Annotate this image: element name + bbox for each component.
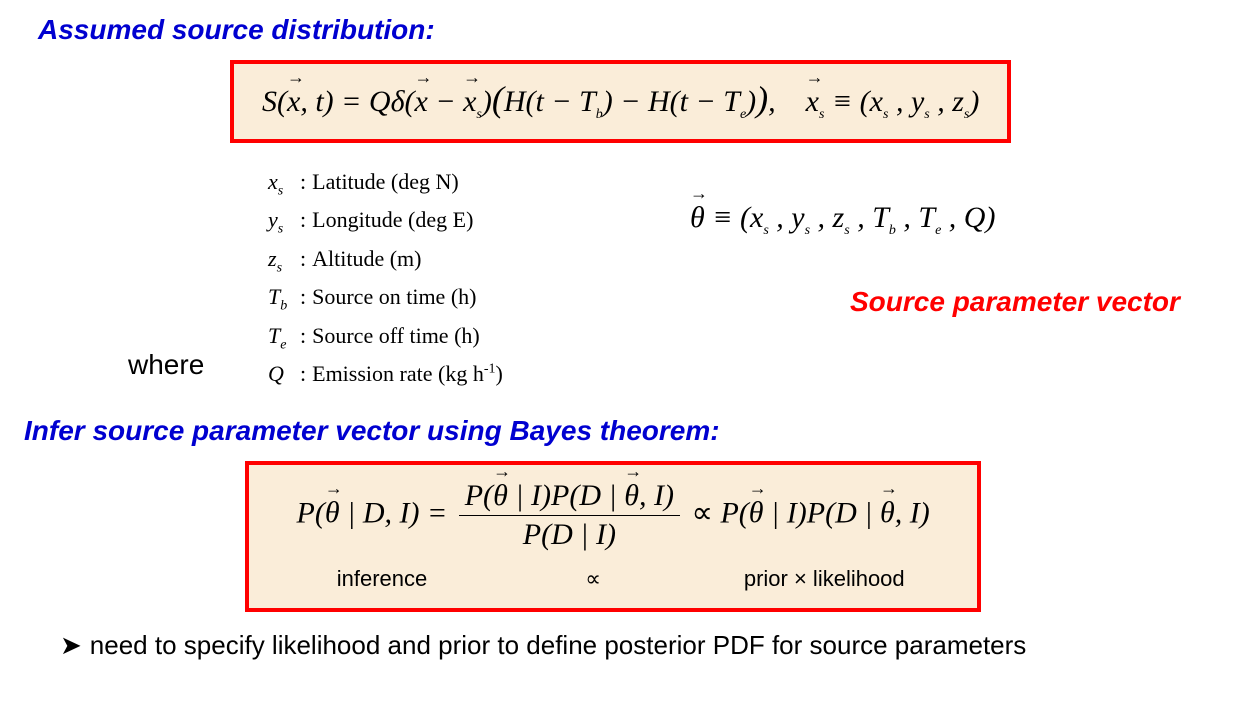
equation-box-bayes: P(→θ | D, I) = P(→θ | I)P(D | →θ, I) P(D… xyxy=(245,461,981,612)
def-ys: ys:Longitude (deg E) xyxy=(268,207,503,237)
source-parameter-vector-label: Source parameter vector xyxy=(850,286,1180,318)
equation-bayes: P(→θ | D, I) = P(→θ | I)P(D | →θ, I) P(D… xyxy=(277,479,949,552)
heading-bayes: Infer source parameter vector using Baye… xyxy=(24,415,1228,447)
definitions-block: where xs:Latitude (deg N) ys:Longitude (… xyxy=(20,161,1228,411)
bayes-equation-labels: inference ∝ prior × likelihood xyxy=(277,566,949,592)
equation-box-source-distribution: S(→x, t) = Qδ(→x − →xs)(H(t − Tb) − H(t … xyxy=(230,60,1011,143)
def-zs: zs:Altitude (m) xyxy=(268,246,503,276)
def-Tb: Tb:Source on time (h) xyxy=(268,284,503,314)
def-Te: Te:Source off time (h) xyxy=(268,323,503,353)
theta-equation: →θ ≡ (xs , ys , zs , Tb , Te , Q) xyxy=(690,201,995,239)
def-Q: Q:Emission rate (kg h-1) xyxy=(268,361,503,387)
parameter-definitions: xs:Latitude (deg N) ys:Longitude (deg E)… xyxy=(268,161,503,395)
bullet-need-to-specify: ➤need to specify likelihood and prior to… xyxy=(60,630,1228,661)
def-xs: xs:Latitude (deg N) xyxy=(268,169,503,199)
heading-assumed-source: Assumed source distribution: xyxy=(38,14,1228,46)
where-label: where xyxy=(128,349,204,381)
equation-source: S(→x, t) = Qδ(→x − →xs)(H(t − Tb) − H(t … xyxy=(262,78,979,123)
bullet-triangle-icon: ➤ xyxy=(60,630,82,661)
